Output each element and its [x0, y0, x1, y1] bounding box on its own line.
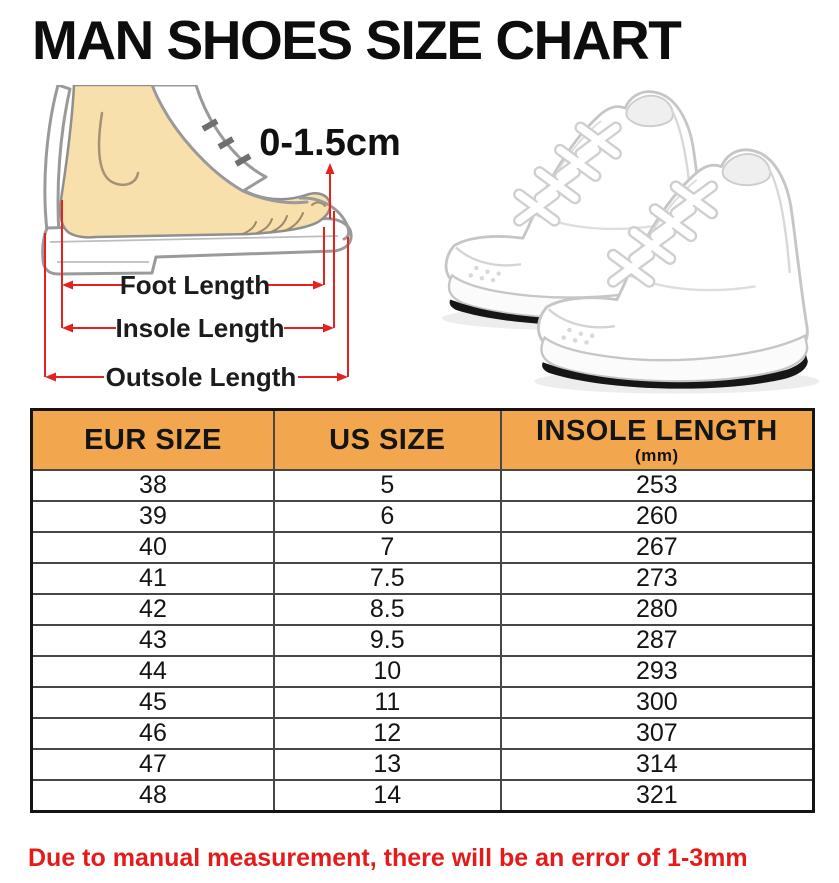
- table-row: 48 14 321: [30, 778, 815, 812]
- table-row: 47 13 314: [30, 747, 815, 781]
- us-cell: 13: [272, 747, 502, 781]
- insole-cell: 253: [499, 468, 815, 502]
- table-row: 41 7.5 273: [30, 561, 815, 595]
- us-cell: 10: [272, 654, 502, 688]
- table-row: 40 7 267: [30, 530, 815, 564]
- insole-cell: 260: [499, 499, 815, 533]
- eur-cell: 46: [30, 716, 275, 750]
- header-eur-size: EUR SIZE: [30, 408, 275, 471]
- us-cell: 6: [272, 499, 502, 533]
- sole-inner-line: [49, 235, 339, 243]
- header-insole-text: INSOLE LENGTH: [535, 415, 778, 448]
- eur-cell: 39: [30, 499, 275, 533]
- eur-cell: 41: [30, 561, 275, 595]
- table-row: 44 10 293: [30, 654, 815, 688]
- table-row: 42 8.5 280: [30, 592, 815, 626]
- eur-cell: 47: [30, 747, 275, 781]
- table-row: 39 6 260: [30, 499, 815, 533]
- ankle-line: [97, 111, 140, 186]
- us-cell: 9.5: [272, 623, 502, 657]
- eur-cell: 44: [30, 654, 275, 688]
- outsole-length-label: Outsole Length: [106, 362, 297, 392]
- toe-lines: [242, 201, 326, 235]
- us-cell: 8.5: [272, 592, 502, 626]
- insole-cell: 267: [499, 530, 815, 564]
- lace-marks: [201, 118, 252, 167]
- eur-cell: 40: [30, 530, 275, 564]
- eur-cell: 43: [30, 623, 275, 657]
- foot-measurement-diagram: 0-1.5cm Foot Length Insole Length Outsol…: [41, 85, 401, 392]
- toe-cap-line: [298, 196, 351, 241]
- insole-cell: 280: [499, 592, 815, 626]
- table-row: 43 9.5 287: [30, 623, 815, 657]
- measurement-lines: [44, 163, 349, 382]
- header-us-size: US SIZE: [272, 408, 502, 471]
- sneakers-photo: [398, 86, 839, 400]
- measurement-disclaimer: Due to manual measurement, there will be…: [28, 844, 748, 872]
- us-cell: 7: [272, 530, 502, 564]
- insole-length-label: Insole Length: [116, 313, 285, 343]
- foot-length-label: Foot Length: [120, 270, 270, 300]
- insole-cell: 300: [499, 685, 815, 719]
- tolerance-label: 0-1.5cm: [259, 122, 401, 164]
- us-cell: 11: [272, 685, 502, 719]
- table-row: 45 11 300: [30, 685, 815, 719]
- eur-cell: 42: [30, 592, 275, 626]
- shoe-upper-edge: [241, 189, 309, 205]
- insole-cell: 314: [499, 747, 815, 781]
- us-cell: 14: [272, 778, 502, 812]
- header-insole-length: INSOLE LENGTH (mm): [499, 408, 815, 471]
- eur-cell: 48: [30, 778, 275, 812]
- eur-cell: 38: [30, 468, 275, 502]
- us-cell: 12: [272, 716, 502, 750]
- insole-cell: 293: [499, 654, 815, 688]
- header-row: EUR SIZE US SIZE INSOLE LENGTH (mm): [30, 408, 815, 471]
- table-row: 46 12 307: [30, 716, 815, 750]
- insole-cell: 287: [499, 623, 815, 657]
- insole-cell: 307: [499, 716, 815, 750]
- table-row: 38 5 253: [30, 468, 815, 502]
- header-insole-unit: (mm): [635, 446, 679, 466]
- insole-cell: 321: [499, 778, 815, 812]
- us-cell: 7.5: [272, 561, 502, 595]
- eur-cell: 45: [30, 685, 275, 719]
- page-title: MAN SHOES SIZE CHART: [32, 9, 682, 71]
- insole-cell: 273: [499, 561, 815, 595]
- size-conversion-table: EUR SIZE US SIZE INSOLE LENGTH (mm) 38 5 2…: [30, 408, 815, 813]
- us-cell: 5: [272, 468, 502, 502]
